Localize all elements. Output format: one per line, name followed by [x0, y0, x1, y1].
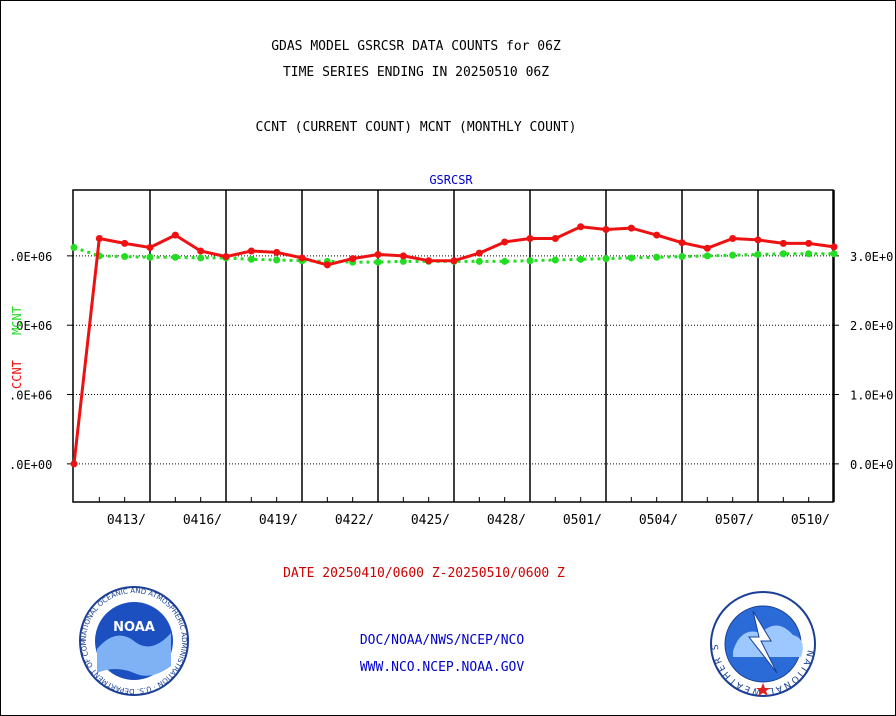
- y-tick-label-left: .0E+00: [9, 458, 52, 472]
- data-point-ccnt: [501, 238, 509, 246]
- chart-description: CCNT (CURRENT COUNT) MCNT (MONTHLY COUNT…: [255, 120, 577, 135]
- data-point-ccnt: [247, 247, 255, 255]
- data-point-mcnt: [197, 254, 205, 262]
- data-point-mcnt: [779, 250, 787, 258]
- x-tick-label: 0507/: [715, 513, 754, 528]
- data-point-mcnt: [653, 253, 661, 261]
- noaa-logo: NATIONAL OCEANIC AND ATMOSPHERIC ADMINIS…: [1, 1, 189, 696]
- data-point-ccnt: [374, 250, 382, 258]
- data-point-ccnt: [298, 254, 306, 262]
- data-point-mcnt: [247, 255, 255, 263]
- noaa-ring-text: NATIONAL OCEANIC AND ATMOSPHERIC ADMINIS…: [1, 1, 188, 695]
- data-point-ccnt: [830, 243, 838, 251]
- x-tick-label: 0419/: [259, 513, 298, 528]
- plot-area: [72, 189, 834, 503]
- nws-logo-star: [756, 683, 770, 696]
- footer-url: WWW.NCO.NCEP.NOAA.GOV: [359, 660, 525, 675]
- data-point-ccnt: [425, 257, 433, 265]
- y-tick-label-right: 0.0E+0: [850, 458, 893, 472]
- data-point-ccnt: [627, 224, 635, 232]
- y-tick-label-left: .0E+06: [9, 250, 52, 264]
- data-point-ccnt: [779, 239, 787, 247]
- data-point-ccnt: [703, 244, 711, 252]
- y-tick-label-left: .0E+06: [9, 389, 52, 403]
- data-point-mcnt: [374, 258, 382, 266]
- data-point-mcnt: [805, 250, 813, 258]
- x-tick-label: 0422/: [335, 513, 374, 528]
- data-point-mcnt: [551, 256, 559, 264]
- y-tick-label-right: 1.0E+0: [850, 389, 893, 403]
- data-point-ccnt: [551, 235, 559, 243]
- data-point-ccnt: [602, 226, 610, 234]
- x-tick-label: 0510/: [791, 513, 830, 528]
- data-point-ccnt: [171, 231, 179, 239]
- noaa-logo-bird: [97, 633, 171, 676]
- date-range: DATE 20250410/0600 Z-20250510/0600 Z: [283, 566, 565, 581]
- data-point-mcnt: [678, 253, 686, 261]
- y-tick-label-right: 3.0E+0: [850, 250, 893, 264]
- data-point-ccnt: [805, 239, 813, 247]
- data-point-ccnt: [323, 261, 331, 269]
- footer-org: DOC/NOAA/NWS/NCEP/NCO: [359, 633, 525, 648]
- data-point-ccnt: [222, 253, 230, 261]
- data-point-mcnt: [146, 253, 154, 261]
- y-axis-label: CCNT: [10, 360, 24, 389]
- data-point-ccnt: [273, 248, 281, 256]
- data-point-mcnt: [526, 257, 534, 265]
- x-tick-label: 0501/: [563, 513, 602, 528]
- x-tick-label: 0428/: [487, 513, 526, 528]
- data-point-ccnt: [729, 235, 737, 243]
- data-point-ccnt: [526, 235, 534, 243]
- data-point-mcnt: [475, 257, 483, 265]
- data-point-mcnt: [703, 252, 711, 260]
- chart-subtitle: TIME SERIES ENDING IN 20250510 06Z: [282, 65, 550, 80]
- data-point-mcnt: [273, 256, 281, 264]
- data-point-mcnt: [729, 251, 737, 259]
- data-point-mcnt: [830, 250, 838, 258]
- chart-title: GDAS MODEL GSRCSR DATA COUNTS for 06Z: [271, 39, 561, 54]
- data-point-mcnt: [577, 255, 585, 263]
- data-point-ccnt: [450, 257, 458, 265]
- y-tick-label-left: .0E+06: [9, 319, 52, 333]
- data-point-ccnt: [577, 223, 585, 231]
- data-point-mcnt: [602, 255, 610, 263]
- data-point-ccnt: [349, 255, 357, 263]
- data-point-ccnt: [678, 239, 686, 247]
- data-point-ccnt: [197, 247, 205, 255]
- y-tick-label-right: 2.0E+0: [850, 319, 893, 333]
- data-point-ccnt: [399, 252, 407, 260]
- y-axis-label: MCNT: [10, 306, 24, 335]
- data-point-mcnt: [70, 244, 78, 252]
- x-tick-label: 0416/: [183, 513, 222, 528]
- noaa-logo-text: NOAA: [113, 620, 155, 635]
- data-point-mcnt: [171, 253, 179, 261]
- data-point-ccnt: [146, 244, 154, 252]
- data-point-mcnt: [627, 254, 635, 262]
- data-point-ccnt: [70, 460, 78, 468]
- data-point-mcnt: [501, 257, 509, 265]
- plot-title: GSRCSR: [429, 173, 473, 187]
- x-tick-label: 0413/: [107, 513, 146, 528]
- data-point-ccnt: [754, 236, 762, 244]
- x-tick-label: 0425/: [411, 513, 450, 528]
- x-tick-label: 0504/: [639, 513, 678, 528]
- data-point-mcnt: [121, 253, 129, 261]
- data-point-ccnt: [653, 231, 661, 239]
- data-point-ccnt: [95, 235, 103, 243]
- nws-logo-bolt: [747, 610, 778, 674]
- data-point-mcnt: [754, 250, 762, 258]
- data-point-mcnt: [399, 257, 407, 265]
- data-point-ccnt: [121, 239, 129, 247]
- data-point-ccnt: [475, 249, 483, 257]
